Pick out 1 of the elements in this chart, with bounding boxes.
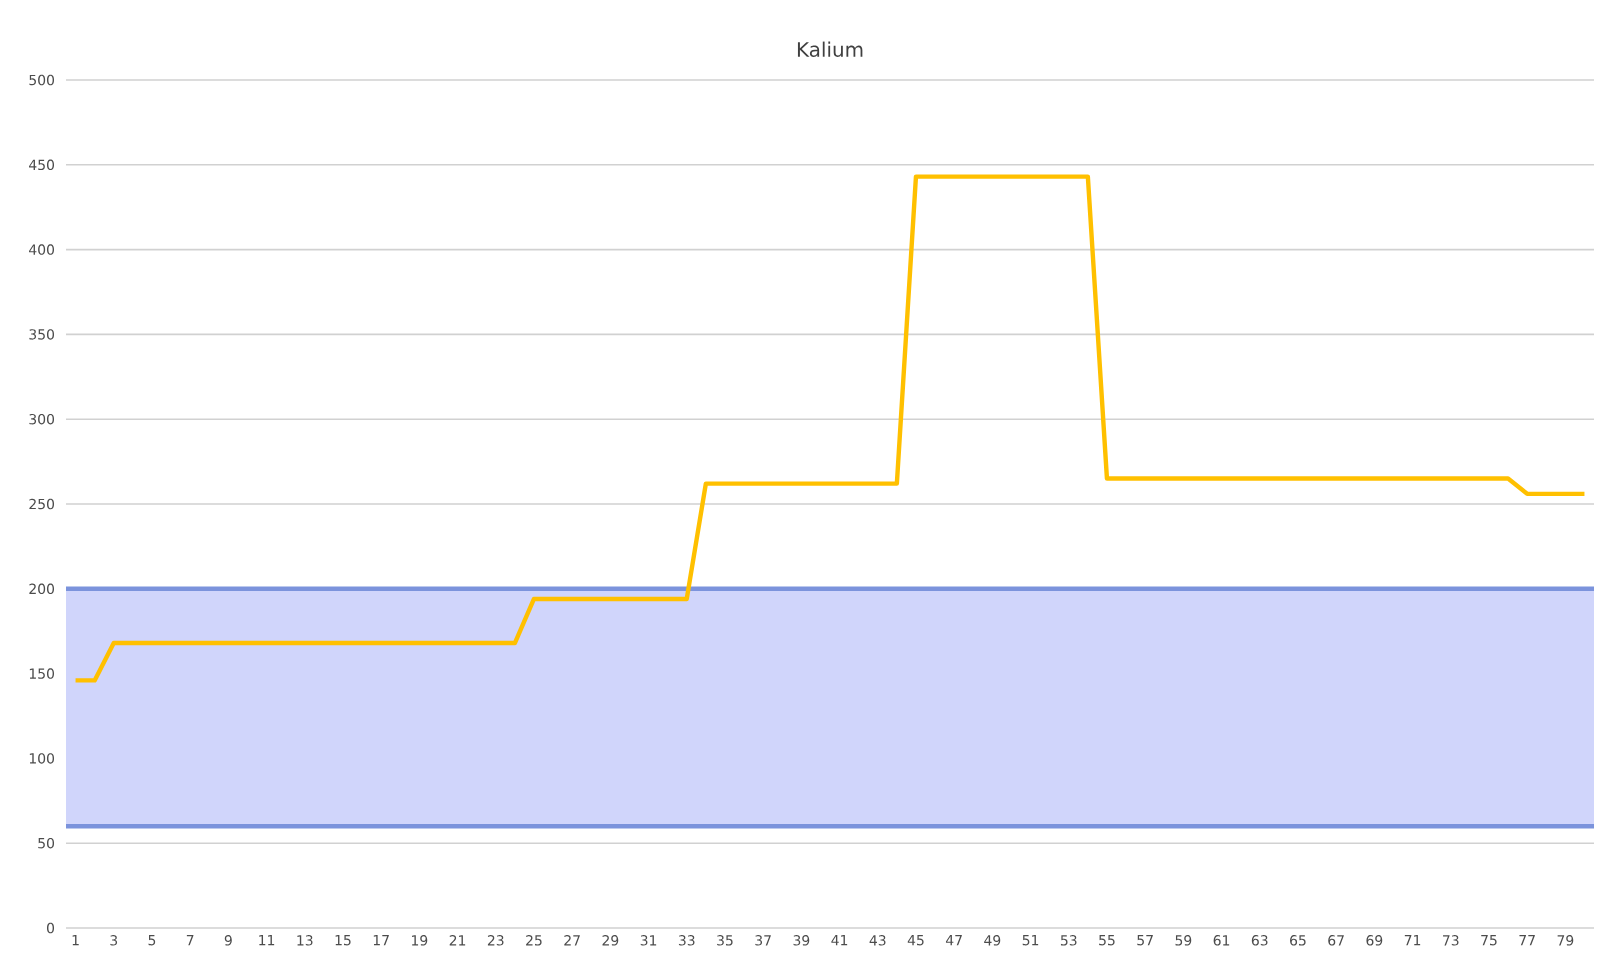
chart-title: Kalium <box>797 41 863 58</box>
